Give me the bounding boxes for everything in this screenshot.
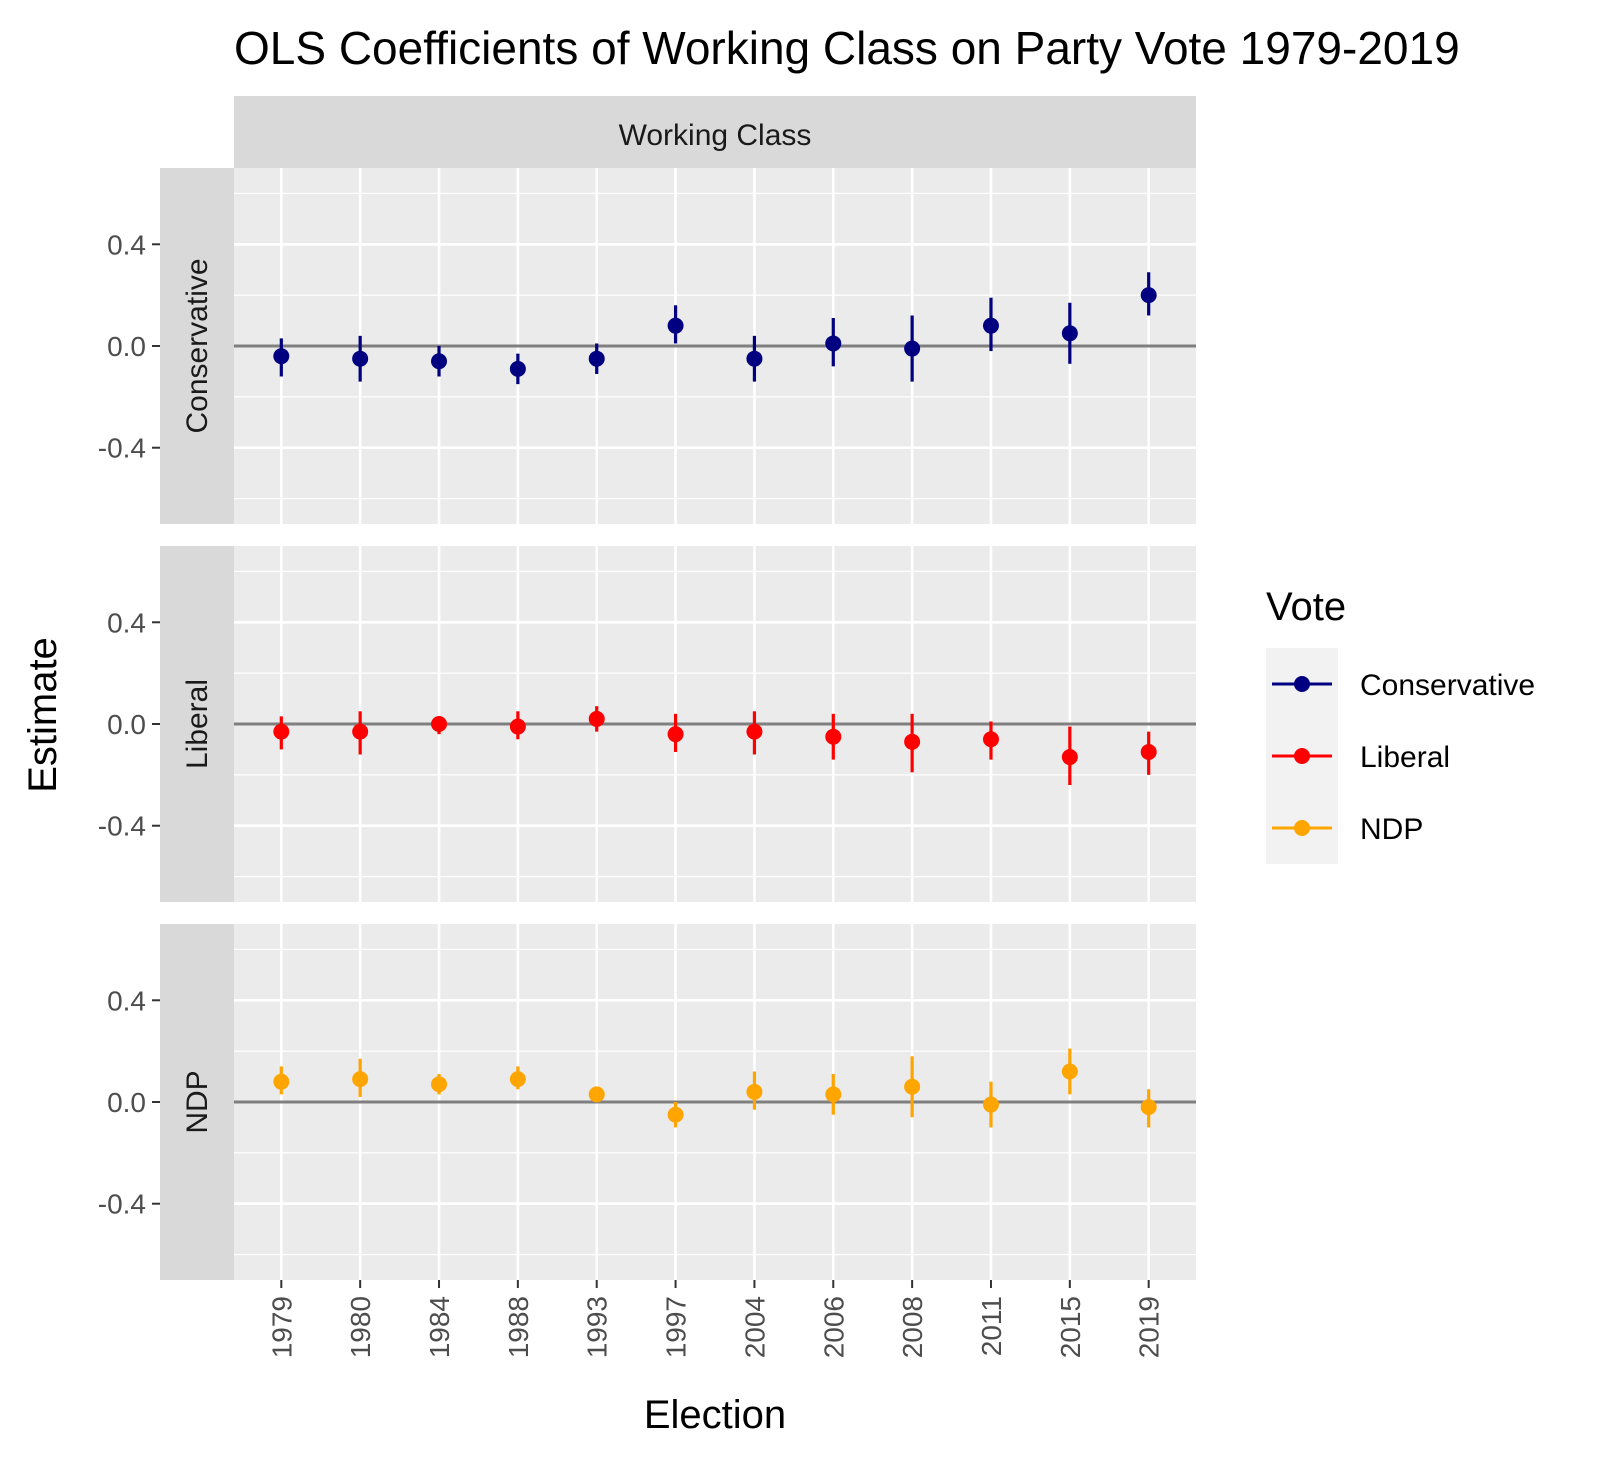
y-tick-label: 0.0: [107, 709, 146, 740]
point-conservative-2006: [825, 335, 842, 352]
point-conservative-1979: [273, 348, 290, 365]
legend-key-point-ndp: [1294, 820, 1310, 836]
x-tick-label-1997: 1997: [661, 1296, 692, 1358]
legend-label-ndp: NDP: [1360, 813, 1423, 846]
point-ndp-2006: [825, 1086, 842, 1103]
point-liberal-2004: [746, 723, 763, 740]
chart-title: OLS Coefficients of Working Class on Par…: [234, 22, 1460, 74]
x-axis-title: Election: [644, 1393, 786, 1437]
point-liberal-2008: [904, 733, 921, 750]
point-conservative-2004: [746, 350, 763, 367]
legend-title: Vote: [1266, 585, 1346, 629]
column-strip-label: Working Class: [619, 119, 812, 152]
point-liberal-1997: [667, 726, 684, 743]
x-tick-label-2006: 2006: [818, 1296, 849, 1358]
point-ndp-1979: [273, 1073, 290, 1090]
x-tick-label-2008: 2008: [897, 1296, 928, 1358]
facet-panels: Conservative-0.40.00.4Liberal-0.40.00.4N…: [98, 168, 1196, 1280]
point-liberal-1980: [352, 723, 369, 740]
column-strip: Working Class: [234, 96, 1196, 168]
point-ndp-1997: [667, 1106, 684, 1123]
y-tick-label: 0.0: [107, 1087, 146, 1118]
point-ndp-2004: [746, 1083, 763, 1100]
row-strip: [160, 168, 234, 524]
point-conservative-1993: [588, 350, 605, 367]
legend-label-conservative: Conservative: [1360, 669, 1535, 702]
legend-key-point-liberal: [1294, 748, 1310, 764]
row-strip-label: NDP: [181, 1070, 214, 1133]
point-ndp-2015: [1061, 1063, 1078, 1080]
point-ndp-1980: [352, 1071, 369, 1088]
point-liberal-1984: [431, 716, 448, 732]
point-liberal-1993: [588, 710, 605, 727]
point-liberal-2015: [1061, 749, 1078, 766]
point-ndp-2011: [982, 1096, 999, 1113]
point-ndp-1984: [431, 1076, 448, 1093]
y-tick-label: -0.4: [98, 433, 146, 464]
row-strip-label: Conservative: [181, 258, 214, 433]
point-conservative-1988: [509, 360, 526, 377]
row-strip: [160, 924, 234, 1280]
x-tick-label-1993: 1993: [582, 1296, 613, 1358]
point-conservative-1997: [667, 317, 684, 334]
x-tick-label-2011: 2011: [976, 1296, 1007, 1356]
point-ndp-2019: [1140, 1099, 1157, 1116]
x-tick-label-1979: 1979: [266, 1296, 297, 1358]
y-tick-label: 0.4: [107, 607, 146, 638]
panel-ndp: NDP -0.4 0.0 0.4: [98, 924, 1196, 1280]
point-ndp-2008: [904, 1078, 921, 1095]
x-tick-label-2015: 2015: [1055, 1296, 1086, 1358]
point-liberal-2011: [982, 731, 999, 748]
point-liberal-2006: [825, 728, 842, 745]
point-conservative-2019: [1140, 287, 1157, 304]
y-tick-label: 0.4: [107, 229, 146, 260]
row-strip-label: Liberal: [181, 679, 214, 769]
x-tick-label-2004: 2004: [739, 1296, 770, 1358]
x-tick-label-1984: 1984: [424, 1296, 455, 1358]
y-axis-title: Estimate: [21, 637, 65, 793]
point-conservative-2015: [1061, 325, 1078, 342]
point-liberal-2019: [1140, 743, 1157, 760]
panel-liberal: Liberal -0.4 0.0 0.4: [98, 546, 1196, 902]
panel-conservative: Conservative -0.4 0.0 0.4: [98, 168, 1196, 524]
y-tick-label: -0.4: [98, 1189, 146, 1220]
point-ndp-1993: [588, 1086, 605, 1103]
x-axis: 1979 1980 1984 1988 1993 1997 2004 2006 2008 2011…: [266, 1280, 1165, 1358]
point-ndp-1988: [509, 1071, 526, 1088]
y-tick-label: 0.4: [107, 985, 146, 1016]
legend-key-point-conservative: [1294, 676, 1310, 692]
point-liberal-1979: [273, 723, 290, 740]
row-strip: [160, 546, 234, 902]
y-tick-label: 0.0: [107, 331, 146, 362]
y-tick-label: -0.4: [98, 811, 146, 842]
point-liberal-1988: [509, 718, 526, 735]
point-conservative-1980: [352, 350, 369, 367]
point-conservative-2008: [904, 340, 921, 357]
x-tick-label-2019: 2019: [1134, 1296, 1165, 1358]
legend: Vote Conservative Liberal NDP: [1266, 585, 1535, 864]
legend-label-liberal: Liberal: [1360, 741, 1450, 774]
point-conservative-2011: [982, 317, 999, 334]
x-tick-label-1980: 1980: [345, 1296, 376, 1358]
x-tick-label-1988: 1988: [503, 1296, 534, 1358]
point-conservative-1984: [431, 353, 448, 370]
